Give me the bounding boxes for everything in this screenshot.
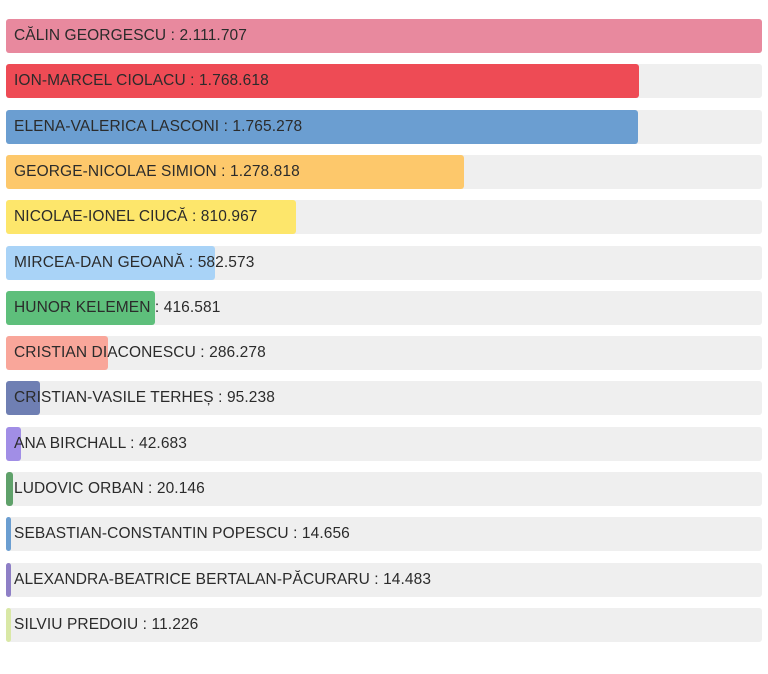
bar: [6, 200, 297, 234]
bar: [6, 19, 762, 53]
bar-row: HUNOR KELEMEN : 416.581: [6, 291, 762, 325]
bar-row: GEORGE-NICOLAE SIMION : 1.278.818: [6, 155, 762, 189]
bar-label: ANA BIRCHALL : 42.683: [14, 435, 187, 452]
bar-row: ELENA-VALERICA LASCONI : 1.765.278: [6, 110, 762, 144]
bar-label: NICOLAE-IONEL CIUCĂ : 810.967: [14, 208, 258, 225]
bar-row: SILVIU PREDOIU : 11.226: [6, 608, 762, 642]
bar: [6, 563, 12, 597]
bar-row: SEBASTIAN-CONSTANTIN POPESCU : 14.656: [6, 517, 762, 551]
bar: [6, 155, 464, 189]
bar-label: ELENA-VALERICA LASCONI : 1.765.278: [14, 118, 303, 135]
bar-label: CĂLIN GEORGESCU : 2.111.707: [14, 27, 247, 44]
bar: [6, 608, 11, 642]
bar-label: GEORGE-NICOLAE SIMION : 1.278.818: [14, 163, 300, 180]
bar-row: CRISTIAN DIACONESCU : 286.278: [6, 336, 762, 370]
bar-row: ION-MARCEL CIOLACU : 1.768.618: [6, 64, 762, 98]
bar: [6, 110, 638, 144]
bar: [6, 336, 109, 370]
bar-label: CRISTIAN-VASILE TERHEȘ : 95.238: [14, 389, 275, 406]
bar-label: CRISTIAN DIACONESCU : 286.278: [14, 344, 266, 361]
bar: [6, 291, 156, 325]
bar-label: LUDOVIC ORBAN : 20.146: [14, 480, 205, 497]
bar-label: SEBASTIAN-CONSTANTIN POPESCU : 14.656: [14, 525, 350, 542]
bar-label: ALEXANDRA-BEATRICE BERTALAN-PĂCURARU : 1…: [14, 571, 432, 588]
bar-row: LUDOVIC ORBAN : 20.146: [6, 472, 762, 506]
bar-label: ION-MARCEL CIOLACU : 1.768.618: [14, 72, 269, 89]
bar-row: ALEXANDRA-BEATRICE BERTALAN-PĂCURARU : 1…: [6, 563, 762, 597]
bar: [6, 64, 640, 98]
bar-row: MIRCEA-DAN GEOANĂ : 582.573: [6, 246, 762, 280]
bar-label: HUNOR KELEMEN : 416.581: [14, 299, 221, 316]
bar-row: CRISTIAN-VASILE TERHEȘ : 95.238: [6, 381, 762, 415]
bar-label: MIRCEA-DAN GEOANĂ : 582.573: [14, 254, 255, 271]
bar-row: CĂLIN GEORGESCU : 2.111.707: [6, 19, 762, 53]
bar-row: ANA BIRCHALL : 42.683: [6, 427, 762, 461]
bar: [6, 246, 215, 280]
bar-label: SILVIU PREDOIU : 11.226: [14, 616, 199, 633]
bar: [6, 517, 12, 551]
bar: [6, 427, 22, 461]
bar: [6, 472, 14, 506]
bar: [6, 381, 41, 415]
bar-row: NICOLAE-IONEL CIUCĂ : 810.967: [6, 200, 762, 234]
